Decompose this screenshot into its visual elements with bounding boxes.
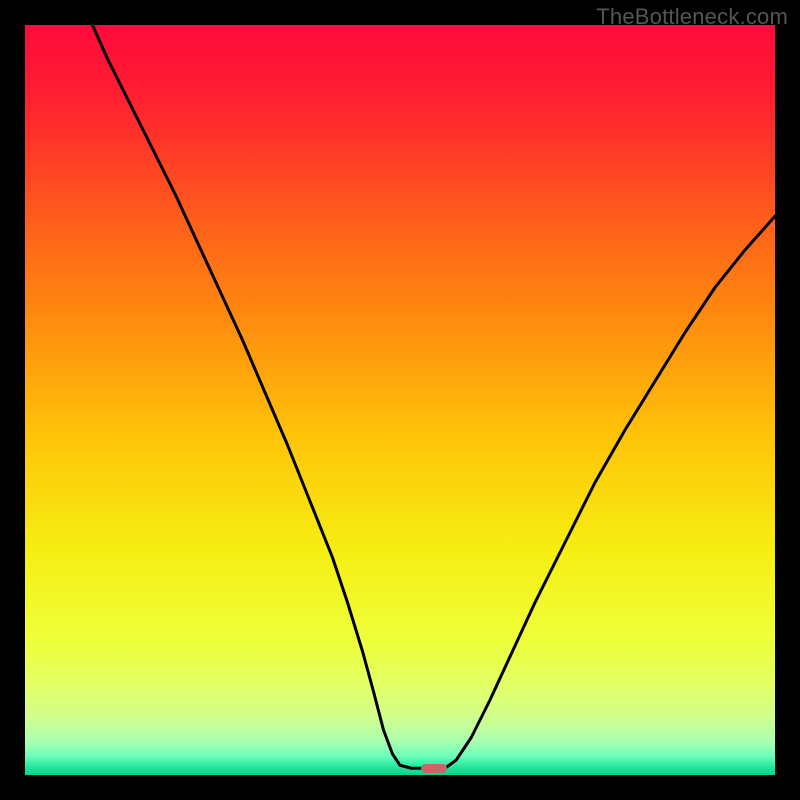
plot-area [25, 25, 775, 775]
left-curve-path [93, 25, 446, 768]
bottleneck-curve [25, 25, 775, 775]
chart-container: TheBottleneck.com [0, 0, 800, 800]
right-curve-path [445, 216, 775, 768]
optimal-point-marker [421, 764, 447, 773]
